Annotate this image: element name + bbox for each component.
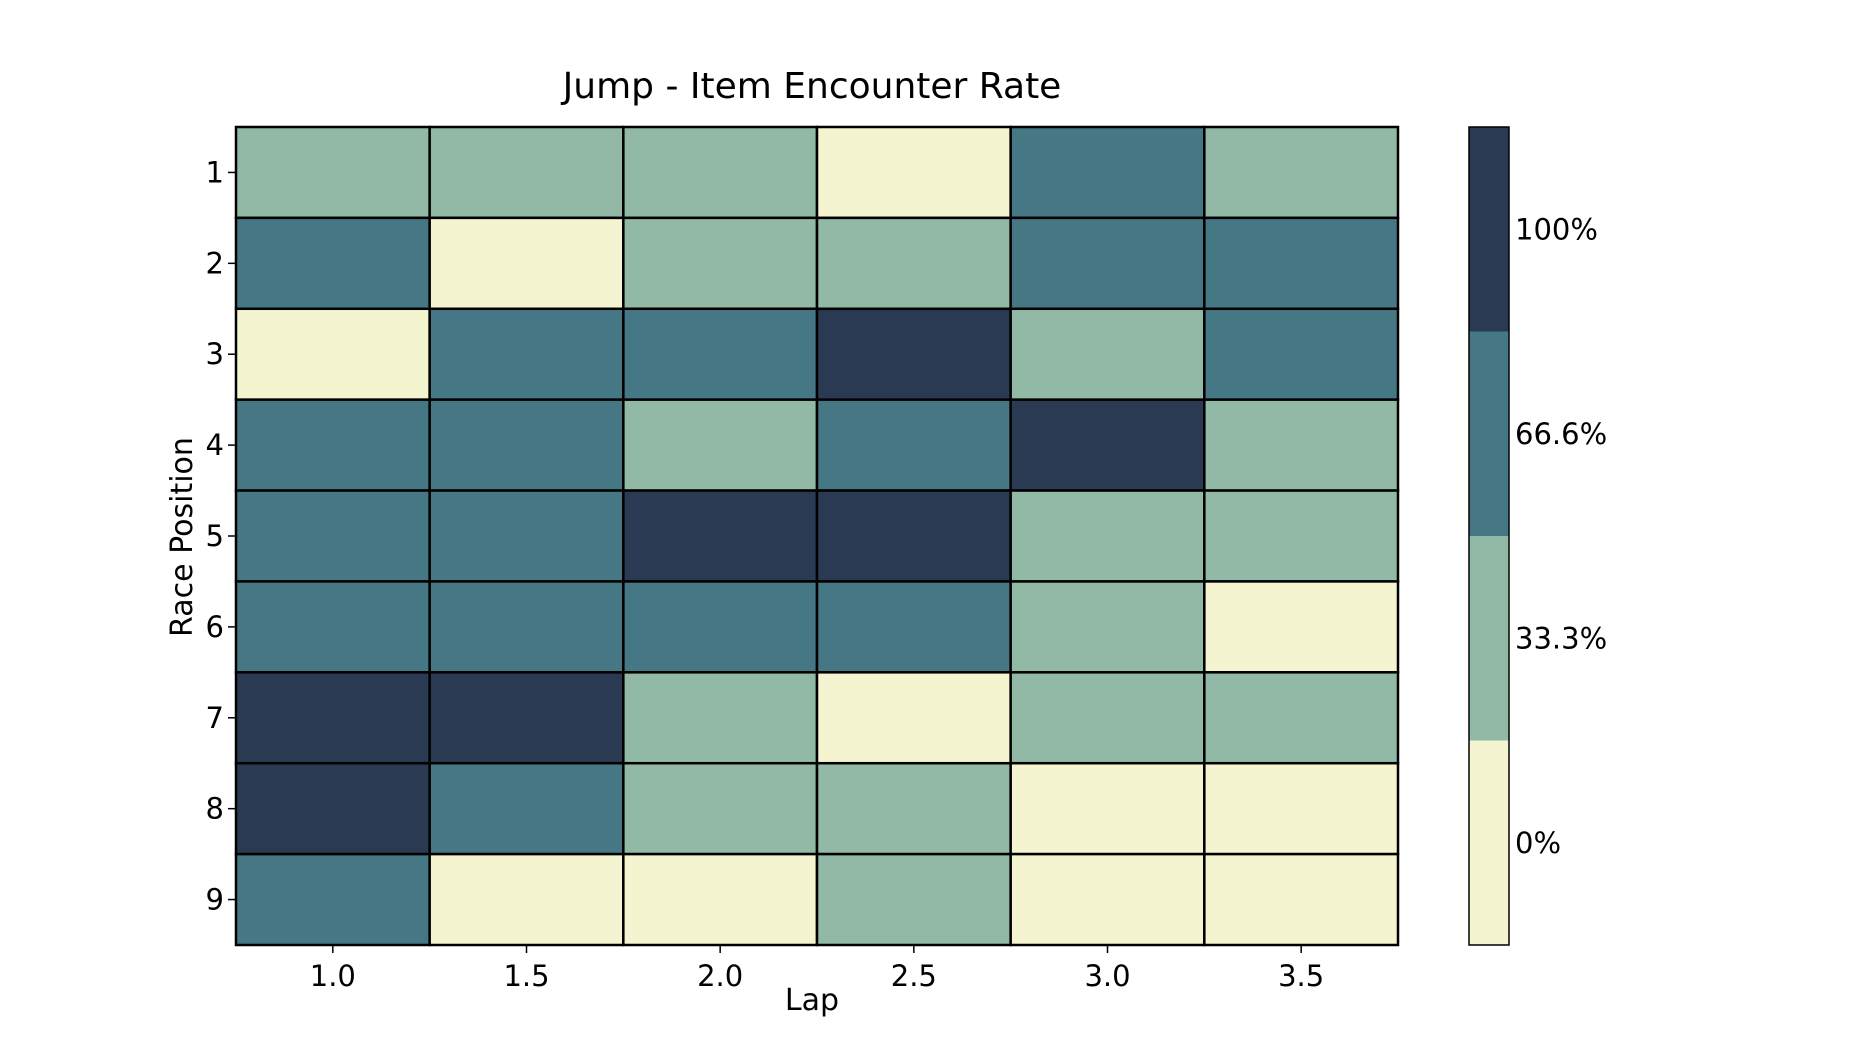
heatmap-cell [428, 216, 625, 311]
heatmap-cell [428, 489, 625, 583]
y-tick-label: 2 [206, 246, 224, 280]
colorbar: 0% 33.3% 66.6% 100% [1468, 126, 1607, 946]
colorbar-segment [1469, 740, 1509, 945]
heatmap-cell [428, 671, 625, 765]
heatmap-cell [815, 489, 1012, 583]
heatmap-cell [622, 852, 819, 947]
heatmap-cell [622, 307, 819, 401]
colorbar-tick-label: 66.6% [1515, 417, 1607, 451]
colorbar-tick-label: 100% [1515, 212, 1598, 246]
heatmap-cell [815, 125, 1012, 220]
colorbar-segment [1469, 127, 1509, 332]
heatmap-cell [815, 761, 1012, 856]
heatmap-cell [1009, 580, 1206, 674]
y-tick-label: 9 [206, 883, 224, 917]
heatmap-cell [622, 489, 819, 583]
heatmap-cells [234, 125, 1400, 947]
y-tick-label: 6 [206, 610, 224, 644]
x-tick-label: 3.5 [1278, 959, 1324, 993]
heatmap-cell [1203, 125, 1400, 220]
heatmap-cell [1009, 852, 1206, 947]
y-tick-label: 5 [206, 519, 224, 553]
x-axis-ticks: 1.0 1.5 2.0 2.5 3.0 3.5 [310, 945, 1324, 993]
y-tick-label: 7 [206, 701, 224, 735]
y-tick-label: 3 [206, 337, 224, 371]
heatmap-cell [1009, 489, 1206, 583]
heatmap-cell [622, 125, 819, 220]
heatmap-cell [815, 580, 1012, 674]
heatmap-cell [1009, 307, 1206, 401]
heatmap-cell [815, 671, 1012, 765]
colorbar-segment [1469, 536, 1509, 741]
heatmap-cell [1203, 761, 1400, 856]
colorbar-tick-label: 33.3% [1515, 621, 1607, 655]
heatmap-cell [428, 398, 625, 492]
heatmap-cell [1009, 398, 1206, 492]
heatmap-cell [1203, 852, 1400, 947]
heatmap-cell [234, 761, 431, 856]
heatmap-cell [234, 671, 431, 765]
heatmap-cell [428, 580, 625, 674]
heatmap-cell [234, 216, 431, 311]
y-tick-label: 8 [206, 792, 224, 826]
heatmap-cell [1203, 671, 1400, 765]
colorbar-frame [1468, 126, 1510, 946]
x-tick-label: 2.5 [891, 959, 937, 993]
heatmap-cell [234, 580, 431, 674]
heatmap-cell [428, 307, 625, 401]
heatmap-cell [234, 489, 431, 583]
heatmap-cell [622, 761, 819, 856]
colorbar-segment [1469, 331, 1509, 536]
heatmap-cell [234, 307, 431, 401]
heatmap-cell [622, 671, 819, 765]
heatmap-cell [622, 580, 819, 674]
heatmap-cell [1009, 216, 1206, 311]
colorbar-tick-label: 0% [1515, 826, 1561, 860]
heatmap-cell [815, 398, 1012, 492]
heatmap-cell [815, 307, 1012, 401]
heatmap-cell [815, 852, 1012, 947]
heatmap-cell [1203, 580, 1400, 674]
heatmap-cell [234, 398, 431, 492]
heatmap-cell [622, 216, 819, 311]
x-tick-label: 1.0 [310, 959, 356, 993]
heatmap-cell [1203, 216, 1400, 311]
x-tick-label: 1.5 [503, 959, 549, 993]
heatmap-cell [622, 398, 819, 492]
x-tick-label: 3.0 [1084, 959, 1130, 993]
x-tick-label: 2.0 [697, 959, 743, 993]
heatmap-cell [1203, 398, 1400, 492]
chart-title: Jump - Item Encounter Rate [561, 66, 1062, 107]
x-axis-label: Lap [785, 983, 839, 1018]
heatmap-cell [428, 852, 625, 947]
heatmap-cell [234, 125, 431, 220]
y-tick-label: 4 [206, 428, 224, 462]
heatmap-cell [428, 761, 625, 856]
heatmap-cell [234, 852, 431, 947]
heatmap-cell [1009, 125, 1206, 220]
y-axis-ticks: 1 2 3 4 5 6 7 8 9 [206, 155, 236, 917]
heatmap-cell [1009, 761, 1206, 856]
y-axis-label: Race Position [165, 437, 200, 637]
heatmap-cell [815, 216, 1012, 311]
y-tick-label: 1 [206, 155, 224, 189]
heatmap-cell [1203, 489, 1400, 583]
heatmap-cell [1203, 307, 1400, 401]
heatmap-cell [1009, 671, 1206, 765]
heatmap-cell [428, 125, 625, 220]
